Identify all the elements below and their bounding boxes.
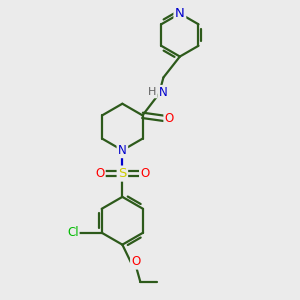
Text: S: S: [118, 167, 127, 180]
Text: N: N: [158, 86, 167, 99]
Text: N: N: [175, 7, 185, 20]
Text: O: O: [95, 167, 104, 180]
Text: O: O: [131, 255, 141, 268]
Text: N: N: [118, 144, 127, 157]
Text: H: H: [148, 87, 157, 98]
Text: Cl: Cl: [67, 226, 79, 239]
Text: O: O: [140, 167, 150, 180]
Text: O: O: [165, 112, 174, 125]
